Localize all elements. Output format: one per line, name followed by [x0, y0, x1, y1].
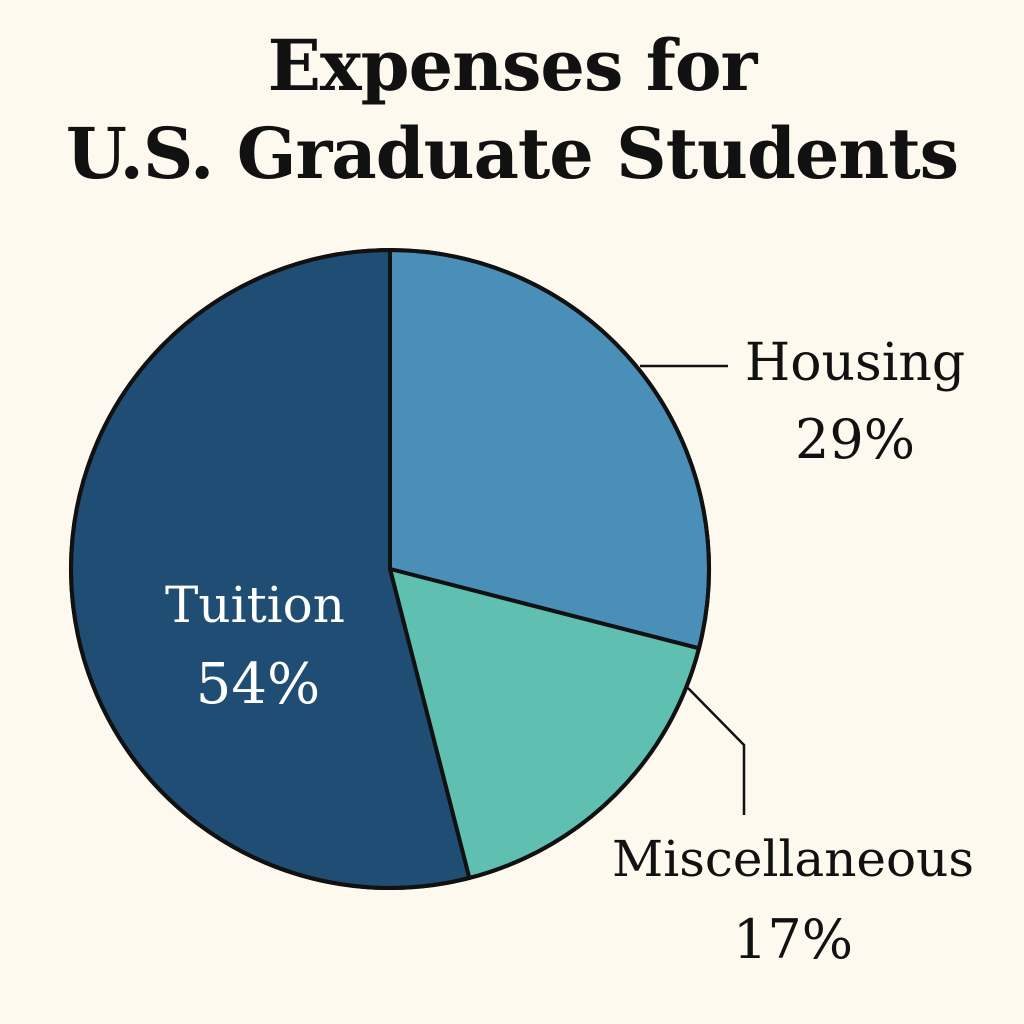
leader-line-miscellaneous	[687, 687, 746, 815]
slice-value-label-tuition: 54%	[196, 652, 320, 717]
slice-value-label-miscellaneous: 17%	[733, 908, 853, 971]
slice-name-label-housing: Housing	[745, 333, 965, 393]
slice-name-label-miscellaneous: Miscellaneous	[612, 830, 974, 888]
slice-name-label-tuition: Tuition	[165, 576, 345, 634]
chart-title-line-2: U.S. Graduate Students	[65, 112, 959, 195]
pie-outline	[69, 248, 711, 890]
chart-title: Expenses for U.S. Graduate Students	[0, 22, 1024, 198]
slice-value-label-housing: 29%	[795, 408, 915, 471]
chart-title-line-1: Expenses for	[267, 24, 758, 107]
